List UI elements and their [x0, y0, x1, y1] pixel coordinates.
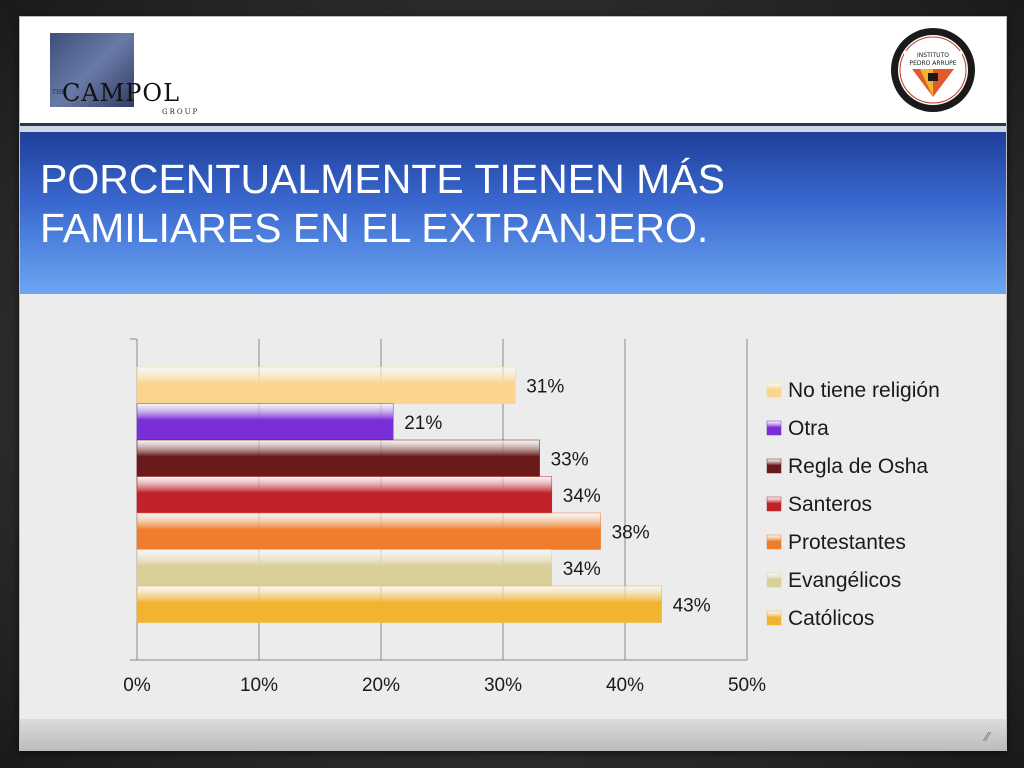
data-label: 38% [612, 522, 650, 543]
legend-swatch [766, 458, 782, 474]
instituto-pedro-arrupe-seal: INSTITUTO PEDRO ARRUPE [891, 28, 975, 112]
slide-title: PORCENTUALMENTE TIENEN MÁS FAMILIARES EN… [40, 156, 725, 251]
data-label: 21% [404, 413, 442, 434]
globe-graphic [50, 33, 134, 107]
slide: THE CAMPOL GROUP INSTITUTO PEDRO ARRUPE … [19, 16, 1007, 751]
bar-regla-de-osha [136, 439, 540, 477]
legend-item: Santeros [788, 493, 872, 516]
legend-item: Evangélicos [788, 569, 901, 592]
x-tick-label: 0% [123, 675, 151, 696]
bar-santeros [136, 476, 553, 514]
legend-item: Protestantes [788, 531, 906, 554]
data-label: 34% [563, 559, 601, 580]
title-band [20, 132, 1006, 294]
header-rule-light [20, 126, 1006, 132]
bar-cat-licos [136, 585, 662, 623]
campol-wordmark: CAMPOL [62, 79, 181, 107]
campol-logo: THE CAMPOL GROUP [48, 33, 224, 116]
campol-the: THE [52, 89, 66, 96]
x-tick-label: 30% [484, 675, 522, 696]
legend-swatch [766, 610, 782, 626]
data-label: 34% [563, 486, 601, 507]
data-label: 33% [551, 449, 589, 470]
legend-swatch [766, 420, 782, 436]
legend-item: Otra [788, 417, 829, 440]
legend-swatch [766, 534, 782, 550]
bar-no-tiene-religi-n [136, 366, 516, 404]
legend-item: Católicos [788, 607, 874, 630]
legend-swatch [766, 382, 782, 398]
bar-chart: 31%21%33%34%38%34%43% 0% 10% 20% 30% 40% 50% … [123, 338, 940, 696]
seal-line2: PEDRO ARRUPE [909, 60, 956, 67]
header-rule [20, 123, 1006, 126]
x-tick-label: 20% [362, 675, 400, 696]
legend-swatch [766, 572, 782, 588]
x-tick-label: 40% [606, 675, 644, 696]
bar-protestantes [136, 512, 601, 550]
x-tick-label: 10% [240, 675, 278, 696]
legend-item: No tiene religión [788, 379, 940, 402]
legend-swatch [766, 496, 782, 512]
footer-bar [20, 719, 1006, 750]
x-tick-label: 50% [728, 675, 766, 696]
campol-group: GROUP [162, 108, 200, 116]
seal-line1: INSTITUTO [917, 52, 949, 59]
legend-item: Regla de Osha [788, 455, 928, 478]
bar-evang-licos [136, 549, 553, 587]
bar-otra [136, 403, 394, 441]
resize-grip-icon: ⁄⁄ [985, 730, 990, 744]
data-label: 43% [673, 595, 711, 616]
data-label: 31% [526, 376, 564, 397]
logo-bar: THE CAMPOL GROUP INSTITUTO PEDRO ARRUPE [20, 17, 1006, 123]
